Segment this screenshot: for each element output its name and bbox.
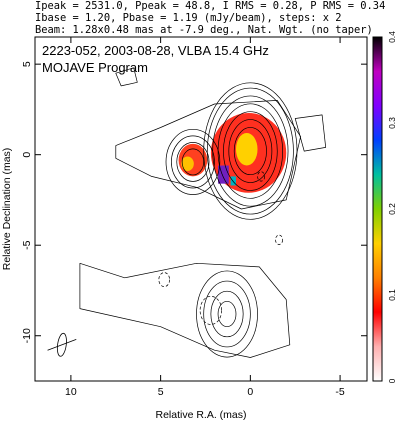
contour-1-3 — [165, 128, 221, 195]
negative-contour-0 — [199, 295, 222, 325]
contour-2-0 — [217, 300, 237, 328]
x-axis-label: Relative R.A. (mas) — [155, 409, 246, 421]
y-tick-label-0: 5 — [21, 61, 33, 67]
colorbar-tick-1: 0.1 — [387, 289, 397, 301]
negative-contour-2 — [275, 234, 284, 245]
x-tick-label-3: -5 — [335, 386, 344, 398]
source-label: 2223-052, 2003-08-28, VLBA 15.4 GHz — [42, 43, 269, 58]
beam-shape — [56, 332, 67, 357]
plot-frame — [34, 36, 368, 382]
negative-contour-3 — [257, 171, 266, 182]
plot-area: 10 5 0 -5 5 0 -5 -10 — [21, 36, 368, 398]
colorbar-ticks: 0 0.1 0.2 0.3 0.4 — [387, 31, 397, 384]
y-axis-label: Relative Declination (mas) — [1, 148, 13, 271]
contour-1-0 — [181, 148, 205, 176]
pol-fill-jet-hot — [181, 156, 194, 171]
envelope-contour-2 — [294, 114, 327, 152]
envelope-contour-3 — [115, 67, 138, 87]
colorbar-tick-4: 0.4 — [387, 31, 397, 43]
beam-cross — [47, 338, 77, 351]
contour-0-5 — [206, 87, 294, 215]
contour-2-2 — [203, 280, 251, 348]
envelope-contour-0 — [115, 100, 301, 210]
contour-1-2 — [171, 135, 215, 189]
colorbar-tick-0: 0 — [387, 378, 397, 383]
x-tick-label-2: 0 — [247, 386, 253, 398]
program-label: MOJAVE Program — [42, 60, 148, 75]
negative-contour-1 — [158, 272, 170, 288]
contour-0-1 — [228, 119, 273, 183]
pol-fill-edge — [230, 176, 236, 186]
x-tick-label-1: 5 — [158, 386, 164, 398]
colorbar-tick-2: 0.2 — [387, 203, 397, 215]
y-tick-label-2: -5 — [21, 240, 33, 249]
colorbar — [372, 36, 383, 382]
envelope-contour-1 — [79, 262, 291, 358]
contour-2-1 — [210, 290, 244, 338]
header-line-2: Ibase = 1.20, Pbase = 1.19 (mJy/beam), s… — [35, 12, 342, 24]
pol-peak — [235, 132, 258, 166]
contour-2-3 — [196, 270, 258, 358]
beam-ellipse — [47, 332, 77, 357]
contour-0-2 — [223, 111, 278, 191]
colorbar-tick-3: 0.3 — [387, 117, 397, 129]
x-tick-label-0: 10 — [65, 386, 77, 398]
header-line-1: Ipeak = 2531.0, Ppeak = 48.8, I RMS = 0.… — [35, 0, 385, 12]
y-tick-label-3: -10 — [21, 328, 33, 343]
contour-0-0 — [233, 127, 267, 176]
intensity-contours — [79, 67, 327, 358]
y-tick-label-1: 0 — [21, 152, 33, 158]
negative-contours — [158, 171, 284, 325]
axis-ticks: 10 5 0 -5 5 0 -5 -10 — [21, 37, 367, 398]
header-line-3: Beam: 1.28x0.48 mas at -7.9 deg., Nat. W… — [35, 24, 373, 36]
pol-fill-gap — [218, 165, 229, 184]
contour-1-1 — [176, 142, 210, 182]
